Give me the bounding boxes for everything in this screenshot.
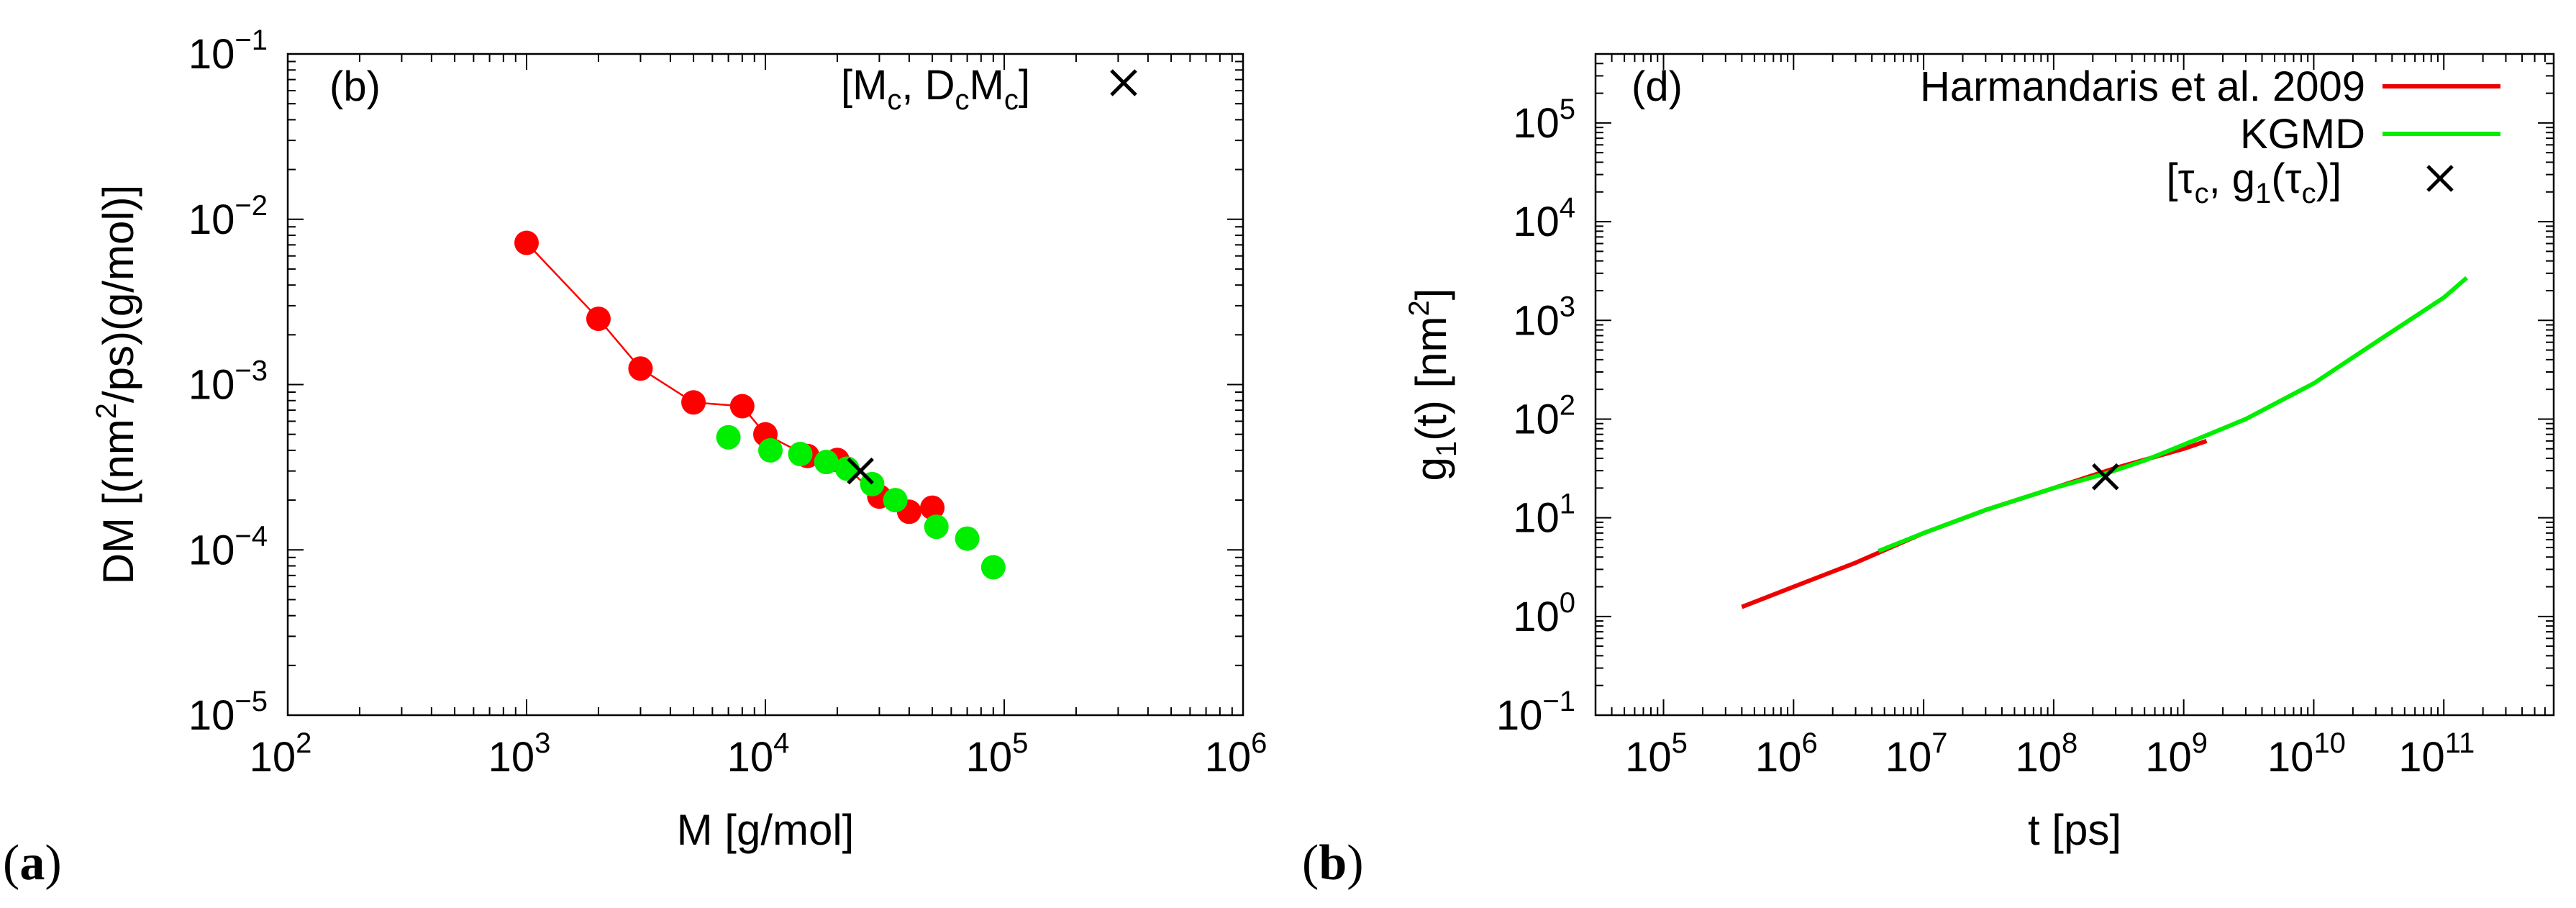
chart-b-y-tick-label: 105 [1513, 94, 1575, 147]
caption-a: (a) [3, 835, 62, 891]
chart-a-critical-point [847, 457, 874, 485]
chart-a-x-tick-label: 104 [727, 727, 790, 781]
chart-b-x-tick-label: 1010 [2267, 727, 2346, 781]
chart-b-x-tick-label: 105 [1625, 727, 1688, 781]
chart-a-y-tick-label: 10−3 [188, 355, 268, 409]
chart-b-x-tick-label: 109 [2145, 727, 2208, 781]
chart-b-legend-label: KGMD [2240, 111, 2365, 158]
chart-a-point-green [788, 442, 813, 467]
chart-b-plot-frame [1594, 53, 2555, 717]
chart-a-point-red [586, 307, 611, 332]
chart-b: 105 106 107 108 109 1010 1011 10−1 100 101 102 103 1… [1403, 53, 2555, 854]
chart-b-ticks [1595, 53, 2554, 716]
chart-a-point-green [814, 450, 839, 475]
chart-a-x-tick-label: 105 [966, 727, 1029, 781]
chart-b-series-kgmd [1878, 276, 2469, 553]
chart-a-point-red [920, 495, 945, 520]
chart-b-x-tick-label: 1011 [2398, 727, 2475, 781]
chart-b-x-tick-label: 108 [2015, 727, 2077, 781]
chart-b-y-tick-label: 103 [1513, 291, 1575, 344]
chart-a-y-axis-label: DM [(nm2/ps)(g/mol)] [91, 185, 142, 585]
chart-a-point-green [955, 526, 980, 551]
chart-a-y-tick-label: 10−1 [188, 24, 268, 78]
chart-b-y-tick-label: 10−1 [1496, 686, 1575, 739]
chart-b-x-axis-label: t [ps] [2028, 806, 2121, 854]
chart-b-y-axis-label: g1(t) [nm2] [1403, 289, 1462, 481]
chart-a-point-green [980, 555, 1006, 580]
chart-b-y-tick-label: 102 [1513, 389, 1575, 442]
chart-b-x-tick-label: 107 [1885, 727, 1948, 781]
chart-a-series-line-red [526, 242, 933, 513]
chart-a-point-red [681, 390, 706, 415]
chart-a-point-green [924, 514, 949, 540]
chart-a-legend: [Mc, DcMc] [841, 62, 1137, 116]
chart-a-x-tick-label: 102 [250, 727, 312, 781]
chart-b-series-harmandaris-et-al-2009 [1741, 439, 2208, 609]
chart-a-y-tick-label: 10−4 [188, 520, 268, 573]
chart-a-y-tick-label: 10−5 [188, 686, 268, 739]
chart-a: 102 103 104 105 106 10−5 10−4 10−3 10−2 10−1 M [g/… [91, 24, 1267, 854]
chart-a-x-tick-label: 106 [1205, 727, 1267, 781]
chart-b-legend-marker-label: [τc, g1(τc)] [2167, 155, 2341, 209]
chart-b-critical-point-stroke [2092, 463, 2119, 491]
chart-a-y-tick-label: 10−2 [188, 190, 268, 243]
chart-b-panel-tag: (d) [1631, 63, 1683, 110]
chart-a-series-green [716, 425, 1006, 580]
chart-a-point-green [716, 425, 741, 450]
chart-b-y-tick-label: 100 [1513, 587, 1575, 640]
chart-b-critical-point [2092, 463, 2119, 491]
chart-a-ticks [287, 53, 1244, 716]
chart-a-point-red [729, 394, 755, 419]
chart-a-point-red [628, 356, 653, 381]
chart-b-legend-label: Harmandaris et al. 2009 [1920, 63, 2365, 110]
chart-b-legend-marker [2426, 165, 2454, 192]
chart-a-x-axis-label: M [g/mol] [677, 806, 855, 854]
chart-b-x-tick-label: 106 [1755, 727, 1818, 781]
chart-a-point-red [514, 230, 539, 255]
chart-a-plot-frame [286, 53, 1244, 717]
chart-a-point-green [758, 437, 783, 463]
caption-b: (b) [1302, 835, 1364, 891]
chart-a-legend-label: [Mc, DcMc] [841, 62, 1030, 116]
chart-b-y-tick-label: 104 [1513, 192, 1575, 245]
chart-a-x-tick-label: 103 [488, 727, 551, 781]
chart-a-critical-point-stroke [847, 457, 874, 485]
chart-a-point-green [883, 488, 908, 513]
chart-b-y-tick-label: 101 [1513, 489, 1575, 542]
chart-a-legend-marker [1110, 69, 1137, 96]
chart-a-panel-tag: (b) [329, 63, 381, 110]
